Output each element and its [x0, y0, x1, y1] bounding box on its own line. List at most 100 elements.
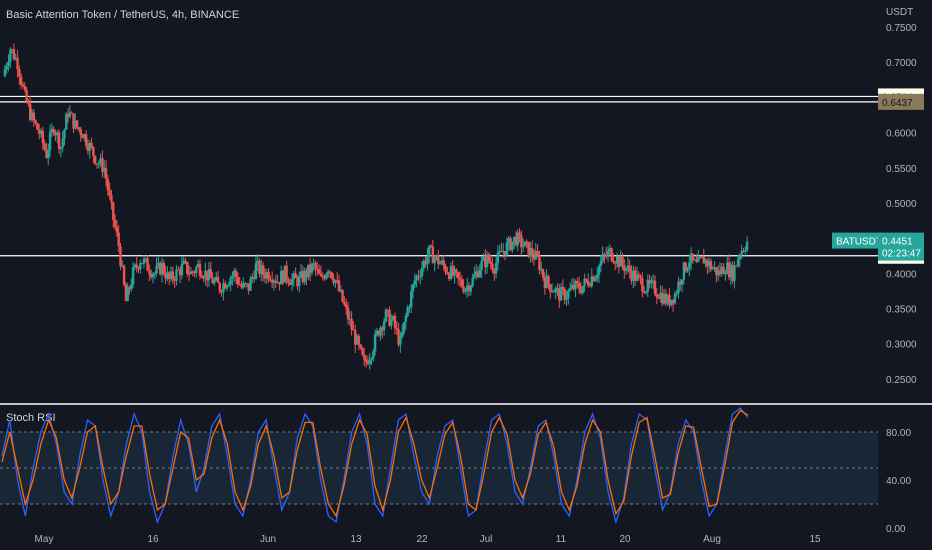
candle-body[interactable] — [182, 260, 185, 265]
candle-body[interactable] — [272, 280, 276, 283]
candle-body[interactable] — [630, 271, 633, 281]
candle-body[interactable] — [742, 250, 745, 252]
candle-body[interactable] — [130, 284, 133, 290]
candle-body[interactable] — [689, 253, 693, 263]
candle-body[interactable] — [184, 260, 187, 263]
candle-body[interactable] — [92, 146, 95, 156]
candle-body[interactable] — [511, 241, 514, 251]
candle-body[interactable] — [251, 276, 254, 279]
candle-body[interactable] — [704, 259, 707, 264]
candle-body[interactable] — [623, 264, 626, 272]
candle-body[interactable] — [738, 255, 742, 260]
candle-body[interactable] — [382, 321, 386, 331]
candle-body[interactable] — [543, 277, 547, 288]
candle-body[interactable] — [447, 273, 451, 279]
candle-body[interactable] — [334, 280, 337, 284]
candle-body[interactable] — [140, 263, 144, 265]
candle-body[interactable] — [169, 271, 173, 280]
candle-body[interactable] — [523, 241, 527, 247]
candle-body[interactable] — [420, 267, 424, 277]
candle-body[interactable] — [205, 270, 209, 281]
candle-body[interactable] — [124, 284, 128, 302]
candle-body[interactable] — [238, 284, 241, 286]
candle-body[interactable] — [12, 49, 16, 60]
candle-body[interactable] — [148, 270, 151, 274]
candle-body[interactable] — [601, 254, 604, 262]
candle-body[interactable] — [162, 262, 166, 274]
candle-body[interactable] — [736, 259, 740, 266]
candle-body[interactable] — [81, 135, 84, 139]
candle-body[interactable] — [214, 276, 218, 281]
candle-body[interactable] — [149, 273, 153, 278]
candle-body[interactable] — [525, 241, 528, 243]
candle-body[interactable] — [642, 291, 646, 293]
candle-body[interactable] — [70, 112, 73, 114]
candle-body[interactable] — [339, 289, 342, 291]
candle-body[interactable] — [242, 283, 245, 288]
candle-body[interactable] — [209, 269, 212, 278]
candle-body[interactable] — [359, 344, 362, 348]
candle-body[interactable] — [717, 270, 720, 276]
candle-body[interactable] — [413, 280, 417, 285]
candle-body[interactable] — [408, 307, 411, 309]
candle-body[interactable] — [444, 265, 447, 273]
candle-body[interactable] — [330, 272, 333, 279]
candle-body[interactable] — [431, 246, 435, 264]
candle-body[interactable] — [467, 285, 471, 292]
candle-body[interactable] — [310, 264, 314, 273]
candle-body[interactable] — [726, 262, 729, 274]
candle-body[interactable] — [316, 268, 319, 270]
candle-body[interactable] — [568, 288, 572, 291]
candle-body[interactable] — [509, 238, 512, 251]
candle-body[interactable] — [693, 259, 696, 261]
candle-body[interactable] — [267, 271, 270, 280]
candle-body[interactable] — [159, 262, 162, 275]
candle-body[interactable] — [243, 283, 247, 285]
candle-body[interactable] — [171, 271, 175, 280]
candle-body[interactable] — [97, 163, 101, 165]
candle-body[interactable] — [83, 134, 86, 139]
candle-body[interactable] — [404, 316, 407, 323]
candle-body[interactable] — [411, 284, 415, 292]
candle-body[interactable] — [153, 273, 156, 275]
candle-body[interactable] — [727, 262, 731, 278]
candle-body[interactable] — [597, 266, 601, 275]
candle-body[interactable] — [240, 284, 243, 288]
candle-body[interactable] — [498, 250, 501, 253]
candle-body[interactable] — [319, 273, 323, 276]
candle-body[interactable] — [655, 293, 659, 297]
candle-body[interactable] — [364, 359, 368, 362]
candle-body[interactable] — [381, 327, 384, 331]
candle-body[interactable] — [321, 275, 324, 278]
candle-body[interactable] — [305, 270, 308, 278]
candle-body[interactable] — [301, 271, 305, 282]
candle-body[interactable] — [697, 257, 700, 263]
candle-body[interactable] — [487, 254, 491, 262]
candle-body[interactable] — [187, 273, 191, 275]
candle-body[interactable] — [193, 272, 196, 274]
candle-body[interactable] — [433, 257, 436, 264]
candle-body[interactable] — [390, 319, 393, 326]
candle-body[interactable] — [435, 255, 438, 258]
candle-body[interactable] — [377, 330, 380, 336]
candle-body[interactable] — [621, 256, 624, 265]
candle-body[interactable] — [195, 266, 198, 273]
candle-body[interactable] — [505, 242, 509, 256]
candle-body[interactable] — [352, 329, 355, 331]
candle-body[interactable] — [624, 268, 628, 272]
candle-body[interactable] — [86, 145, 90, 151]
candle-body[interactable] — [426, 256, 429, 265]
candle-body[interactable] — [126, 287, 129, 302]
candle-body[interactable] — [603, 254, 606, 256]
candle-body[interactable] — [484, 256, 487, 268]
candle-body[interactable] — [108, 190, 111, 195]
candle-body[interactable] — [691, 253, 695, 260]
candle-body[interactable] — [337, 280, 341, 291]
candle-body[interactable] — [43, 143, 46, 150]
candle-body[interactable] — [48, 132, 52, 151]
candle-body[interactable] — [688, 262, 691, 269]
candle-body[interactable] — [299, 271, 303, 277]
candle-body[interactable] — [270, 279, 274, 283]
candle-body[interactable] — [695, 259, 698, 263]
